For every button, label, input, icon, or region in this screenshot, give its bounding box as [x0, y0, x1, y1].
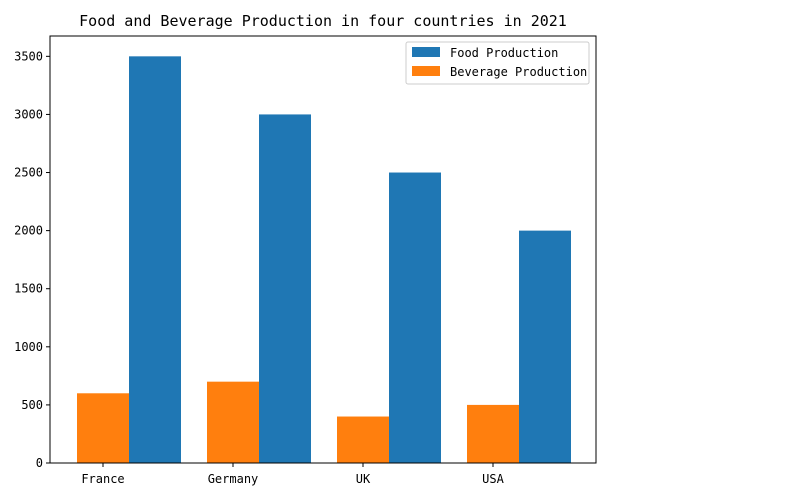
bar-beverage-production-germany — [207, 381, 259, 463]
y-tick-label-2500: 2500 — [14, 166, 43, 180]
y-tick-label-2000: 2000 — [14, 224, 43, 238]
y-tick-label-1000: 1000 — [14, 340, 43, 354]
legend-box — [405, 41, 590, 85]
y-tick-label-3000: 3000 — [14, 107, 43, 121]
x-tick-label-germany: Germany — [208, 472, 259, 486]
legend-swatch-food — [412, 47, 440, 57]
plot-frame — [49, 35, 597, 464]
bar-beverage-production-usa — [467, 404, 519, 463]
bar-beverage-production-france — [77, 393, 129, 463]
axes-layer: France Germany UK USA 0 500 1000 1500 2000 2500 30… — [14, 49, 505, 486]
x-tick-label-france: France — [81, 472, 124, 486]
y-tick-label-0: 0 — [36, 456, 43, 470]
legend-label-beverage: Beverage Production — [450, 65, 587, 79]
y-tick-label-1500: 1500 — [14, 282, 43, 296]
bar-beverage-production-uk — [337, 416, 389, 463]
chart-title: Food and Beverage Production in four cou… — [79, 12, 567, 30]
x-tick-label-usa: USA — [482, 472, 504, 486]
legend-swatch-beverage — [412, 66, 440, 76]
legend-label-food: Food Production — [450, 46, 558, 60]
y-tick-label-3500: 3500 — [14, 49, 43, 63]
bar-food-production-germany — [259, 114, 311, 463]
bar-food-production-france — [129, 56, 181, 463]
bars-layer — [77, 56, 571, 463]
bar-food-production-uk — [389, 172, 441, 463]
y-tick-label-500: 500 — [21, 398, 43, 412]
bar-food-production-usa — [519, 230, 571, 463]
legend: Food Production Beverage Production — [405, 41, 590, 85]
x-tick-label-uk: UK — [356, 472, 371, 486]
